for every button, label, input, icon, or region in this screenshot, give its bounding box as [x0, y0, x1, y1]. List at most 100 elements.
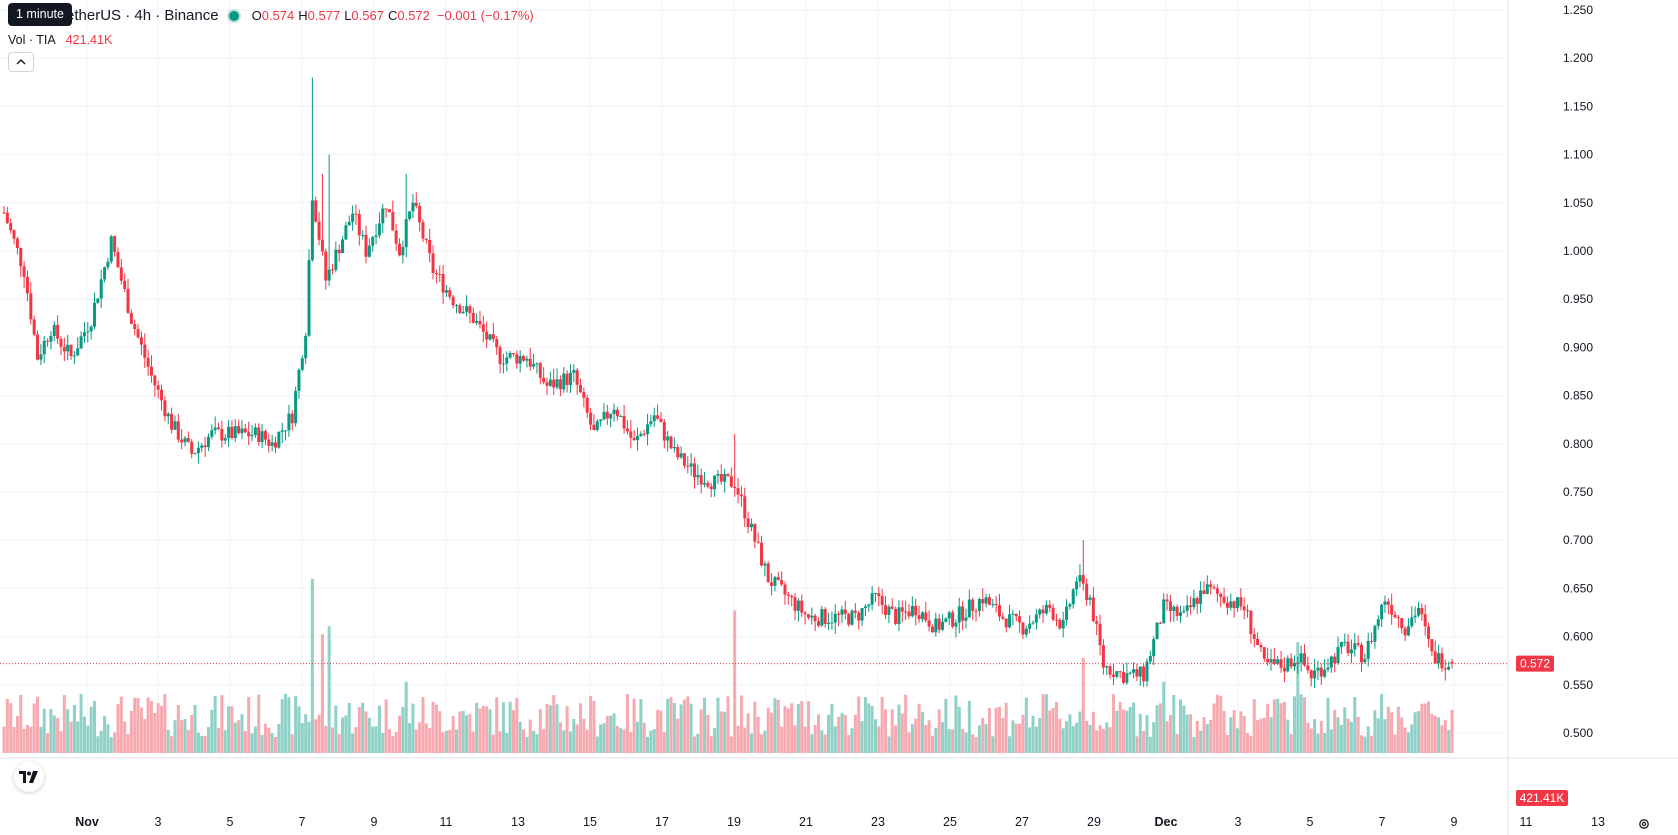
price-tick-label: 0.750: [1563, 485, 1593, 499]
volume-bar: [1262, 717, 1266, 753]
candle-body: [726, 473, 730, 477]
time-tick-label: 7: [299, 815, 306, 829]
candle-body: [1142, 666, 1146, 682]
candle-body: [967, 599, 971, 618]
volume-bar: [615, 725, 619, 753]
candle-body: [1309, 670, 1313, 679]
volume-bar: [294, 695, 298, 753]
volume-bar: [371, 726, 375, 753]
volume-bar: [676, 718, 680, 753]
candle-body: [153, 375, 157, 386]
volume-bar: [1336, 717, 1340, 753]
candle-body: [535, 363, 539, 365]
volume-bar: [1420, 703, 1424, 753]
candle-body: [294, 390, 298, 424]
volume-bar: [672, 702, 676, 753]
time-tick-label: 15: [583, 815, 597, 829]
time-tick-label: 7: [1379, 815, 1386, 829]
candle-body: [1353, 643, 1357, 650]
candle-body: [1205, 584, 1209, 594]
candle-body: [723, 473, 727, 482]
candle-body: [873, 592, 877, 594]
candle-body: [139, 337, 143, 345]
candle-body: [337, 249, 341, 254]
collapse-legend-button[interactable]: [8, 52, 34, 72]
settings-button[interactable]: [1636, 816, 1652, 832]
volume-bar: [227, 706, 231, 753]
candle-body: [481, 324, 485, 332]
candle-body: [1108, 666, 1112, 675]
candle-body: [1158, 622, 1162, 624]
candle-body: [780, 580, 784, 585]
candle-body: [186, 438, 190, 442]
candle-body: [532, 363, 536, 367]
candle-body: [1155, 622, 1159, 640]
volume-bar: [823, 734, 827, 753]
candle-body: [652, 415, 656, 422]
volume-label[interactable]: Vol · TIA: [8, 33, 56, 47]
time-tick-label: 19: [727, 815, 741, 829]
candle-body: [934, 618, 938, 633]
time-tick-label: Nov: [75, 815, 99, 829]
volume-bar: [1091, 711, 1095, 753]
volume-bar: [149, 701, 153, 753]
candle-body: [1235, 597, 1239, 609]
candle-body: [977, 599, 981, 611]
candle-body: [1239, 597, 1243, 607]
volume-bar: [1282, 701, 1286, 753]
candle-body: [1081, 575, 1085, 584]
candle-body: [485, 331, 489, 340]
tradingview-logo-icon[interactable]: [14, 762, 44, 792]
candle-body: [1323, 669, 1327, 677]
candle-body: [270, 442, 274, 446]
volume-bar: [1400, 717, 1404, 753]
candle-body: [763, 563, 767, 566]
volume-value: 421.41K: [65, 33, 113, 47]
candle-body: [1256, 638, 1260, 645]
volume-bar: [1370, 735, 1374, 753]
volume-bar: [726, 696, 730, 753]
candle-body: [629, 431, 633, 438]
volume-bar: [786, 708, 790, 753]
candle-body: [863, 606, 867, 609]
symbol-title[interactable]: etherUS · 4h · Binance: [66, 7, 219, 24]
volume-bar: [662, 732, 666, 753]
candle-body: [1182, 610, 1186, 613]
candle-body: [930, 626, 934, 633]
candle-body: [703, 482, 707, 485]
volume-bar: [743, 727, 747, 753]
candle-body: [384, 208, 388, 210]
candle-body: [853, 610, 857, 613]
market-status-icon[interactable]: [228, 10, 239, 21]
volume-bar: [206, 727, 210, 753]
volume-bar: [1423, 703, 1427, 753]
candle-body: [1410, 617, 1414, 627]
volume-bar: [692, 736, 696, 753]
candle-body: [381, 208, 385, 224]
volume-bar: [1054, 702, 1058, 753]
candle-body: [558, 379, 562, 390]
candle-body: [636, 435, 639, 441]
candle-body: [1095, 621, 1099, 624]
price-tick-label: 1.000: [1563, 244, 1593, 258]
volume-bar: [739, 695, 743, 753]
candle-body: [377, 223, 381, 236]
volume-bar: [1021, 714, 1025, 753]
volume-bar: [82, 716, 86, 753]
candle-body: [418, 205, 422, 223]
candle-body: [662, 421, 666, 441]
price-tick-label: 1.100: [1563, 148, 1593, 162]
volume-bar: [904, 694, 908, 753]
candle-body: [86, 331, 90, 333]
candle-body: [920, 612, 924, 620]
volume-bar: [857, 696, 861, 753]
candle-body: [119, 267, 123, 281]
candle-body: [1038, 609, 1042, 615]
volume-bar: [756, 716, 760, 753]
candle-body: [36, 334, 40, 360]
candle-body: [599, 419, 603, 422]
candle-body: [857, 612, 861, 621]
volume-bar: [1004, 702, 1008, 753]
volume-bar: [19, 694, 23, 753]
